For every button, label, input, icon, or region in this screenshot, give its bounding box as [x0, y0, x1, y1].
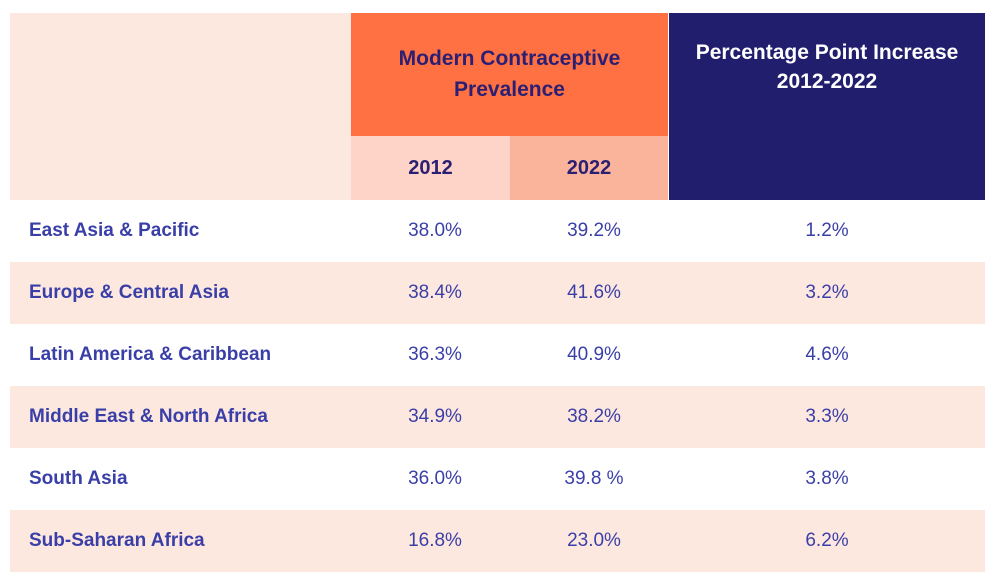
row-region-label: Sub-Saharan Africa — [29, 530, 205, 551]
header-mcp-line1: Modern Contraceptive — [398, 47, 621, 71]
header-modern-contraceptive-prevalence: Modern Contraceptive Prevalence — [351, 13, 668, 136]
table-row: Middle East & North Africa 34.9% 38.2% 3.3% — [10, 386, 985, 448]
header-blank-cell — [10, 13, 351, 200]
header-year-2022: 2022 — [510, 136, 668, 200]
row-region-label: Middle East & North Africa — [29, 406, 268, 427]
row-value-increase: 1.2% — [805, 220, 849, 241]
row-value-2022: 41.6% — [567, 282, 621, 303]
row-value-increase: 6.2% — [805, 530, 849, 551]
row-value-increase: 3.8% — [805, 468, 849, 489]
row-value-increase: 4.6% — [805, 344, 849, 365]
row-value-2022: 39.2% — [567, 220, 621, 241]
row-value-increase: 3.3% — [805, 406, 849, 427]
row-value-2012: 16.8% — [408, 530, 462, 551]
row-region-label: South Asia — [29, 468, 128, 489]
table-row: Latin America & Caribbean 36.3% 40.9% 4.6% — [10, 324, 985, 386]
header-mcp-line2: Prevalence — [454, 77, 565, 101]
table-row: South Asia 36.0% 39.8 % 3.8% — [10, 448, 985, 510]
row-value-2012: 36.0% — [408, 468, 462, 489]
table-row: Europe & Central Asia 38.4% 41.6% 3.2% — [10, 262, 985, 324]
row-value-2022: 23.0% — [567, 530, 621, 551]
row-region-label: East Asia & Pacific — [29, 220, 200, 241]
row-value-2022: 39.8 % — [564, 468, 624, 489]
row-value-2022: 38.2% — [567, 406, 621, 427]
row-value-2012: 38.4% — [408, 282, 462, 303]
header-year-2012: 2012 — [351, 136, 510, 200]
header-ppi-line1: Percentage Point Increase — [695, 41, 959, 64]
table-row: Sub-Saharan Africa 16.8% 23.0% 6.2% — [10, 510, 985, 572]
row-value-2022: 40.9% — [567, 344, 621, 365]
row-value-2012: 36.3% — [408, 344, 462, 365]
row-region-label: Latin America & Caribbean — [29, 344, 272, 365]
row-value-2012: 34.9% — [408, 406, 462, 427]
header-ppi-line2: 2012-2022 — [776, 70, 878, 94]
row-value-2012: 38.0% — [408, 220, 462, 241]
header-percentage-point-increase: Percentage Point Increase 2012-2022 — [669, 13, 985, 200]
row-value-increase: 3.2% — [805, 282, 849, 303]
table-row: East Asia & Pacific 38.0% 39.2% 1.2% — [10, 200, 985, 262]
row-region-label: Europe & Central Asia — [29, 282, 229, 303]
